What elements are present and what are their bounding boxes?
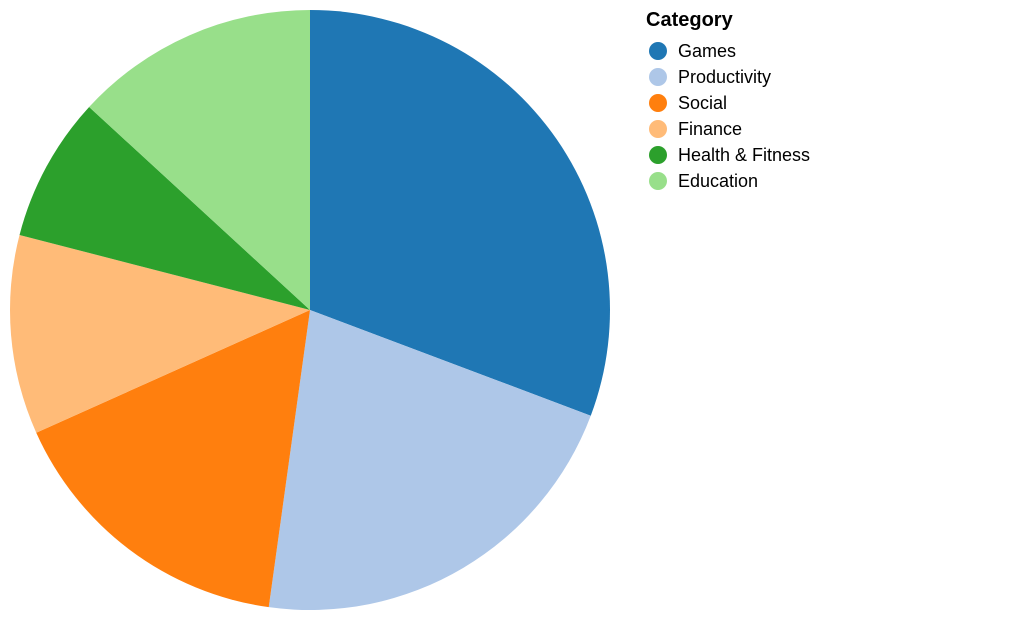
- legend-label: Health & Fitness: [678, 145, 811, 165]
- legend-item: Finance: [646, 116, 810, 142]
- legend-swatch: [649, 146, 667, 164]
- legend-label: Education: [678, 171, 759, 191]
- legend-item: Games: [646, 38, 810, 64]
- legend-item: Health & Fitness: [646, 142, 810, 168]
- pie-slice-education: [89, 10, 311, 310]
- pie-slice-finance: [10, 234, 310, 433]
- legend-swatch: [649, 94, 667, 112]
- legend-label: Finance: [678, 119, 743, 139]
- legend-label: Productivity: [678, 67, 772, 87]
- legend-label: Social: [678, 93, 728, 113]
- pie-chart: [10, 10, 610, 610]
- legend-item: Social: [646, 90, 810, 116]
- legend: Category Games Productivity Social Finance H…: [646, 8, 810, 194]
- legend-item: Education: [646, 168, 810, 194]
- pie-slice-health-fitness: [19, 106, 310, 311]
- legend-swatch: [649, 68, 667, 86]
- legend-swatch: [649, 120, 667, 138]
- legend-items: Games Productivity Social Finance Health & F…: [646, 38, 810, 194]
- legend-swatch: [649, 172, 667, 190]
- pie-slice-social: [36, 310, 310, 608]
- legend-swatch: [649, 42, 667, 60]
- pie-slice-games: [310, 10, 610, 416]
- legend-title: Category: [646, 9, 733, 31]
- legend-label: Games: [678, 41, 737, 61]
- legend-item: Productivity: [646, 64, 810, 90]
- pie-slice-productivity: [268, 310, 591, 610]
